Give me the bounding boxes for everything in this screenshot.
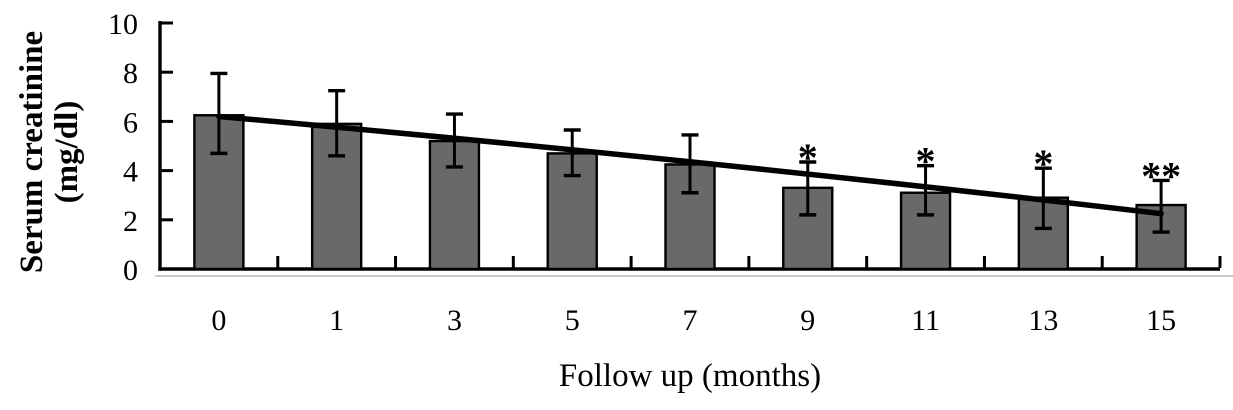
y-tick-label: 4 (123, 156, 138, 189)
y-tick-label: 0 (123, 254, 138, 287)
x-tick-label: 9 (800, 304, 815, 337)
bar-month-3 (428, 139, 481, 271)
x-tick-label: 0 (211, 304, 226, 337)
x-tick-label: 15 (1146, 304, 1176, 337)
significance-marker-month-9: * (798, 135, 818, 180)
y-tick-label: 2 (123, 205, 138, 238)
trend-line (216, 113, 1164, 217)
x-axis-title: Follow up (months) (558, 358, 822, 394)
significance-marker-month-13: * (1033, 141, 1053, 186)
significance-marker-month-11: * (916, 139, 936, 184)
x-tick-label: 3 (447, 304, 462, 337)
bar-month-0 (193, 114, 245, 271)
y-tick-label: 8 (123, 57, 138, 90)
x-tick-label: 1 (329, 304, 344, 337)
x-tick-label: 13 (1028, 304, 1058, 337)
significance-marker-month-15: ** (1141, 153, 1181, 198)
x-tick-label: 7 (683, 304, 698, 337)
y-tick-label: 10 (108, 8, 138, 41)
x-tick-label: 5 (565, 304, 580, 337)
baseline-shadow (155, 275, 1233, 277)
x-tick-label: 11 (911, 304, 940, 337)
y-tick-label: 6 (123, 106, 138, 139)
